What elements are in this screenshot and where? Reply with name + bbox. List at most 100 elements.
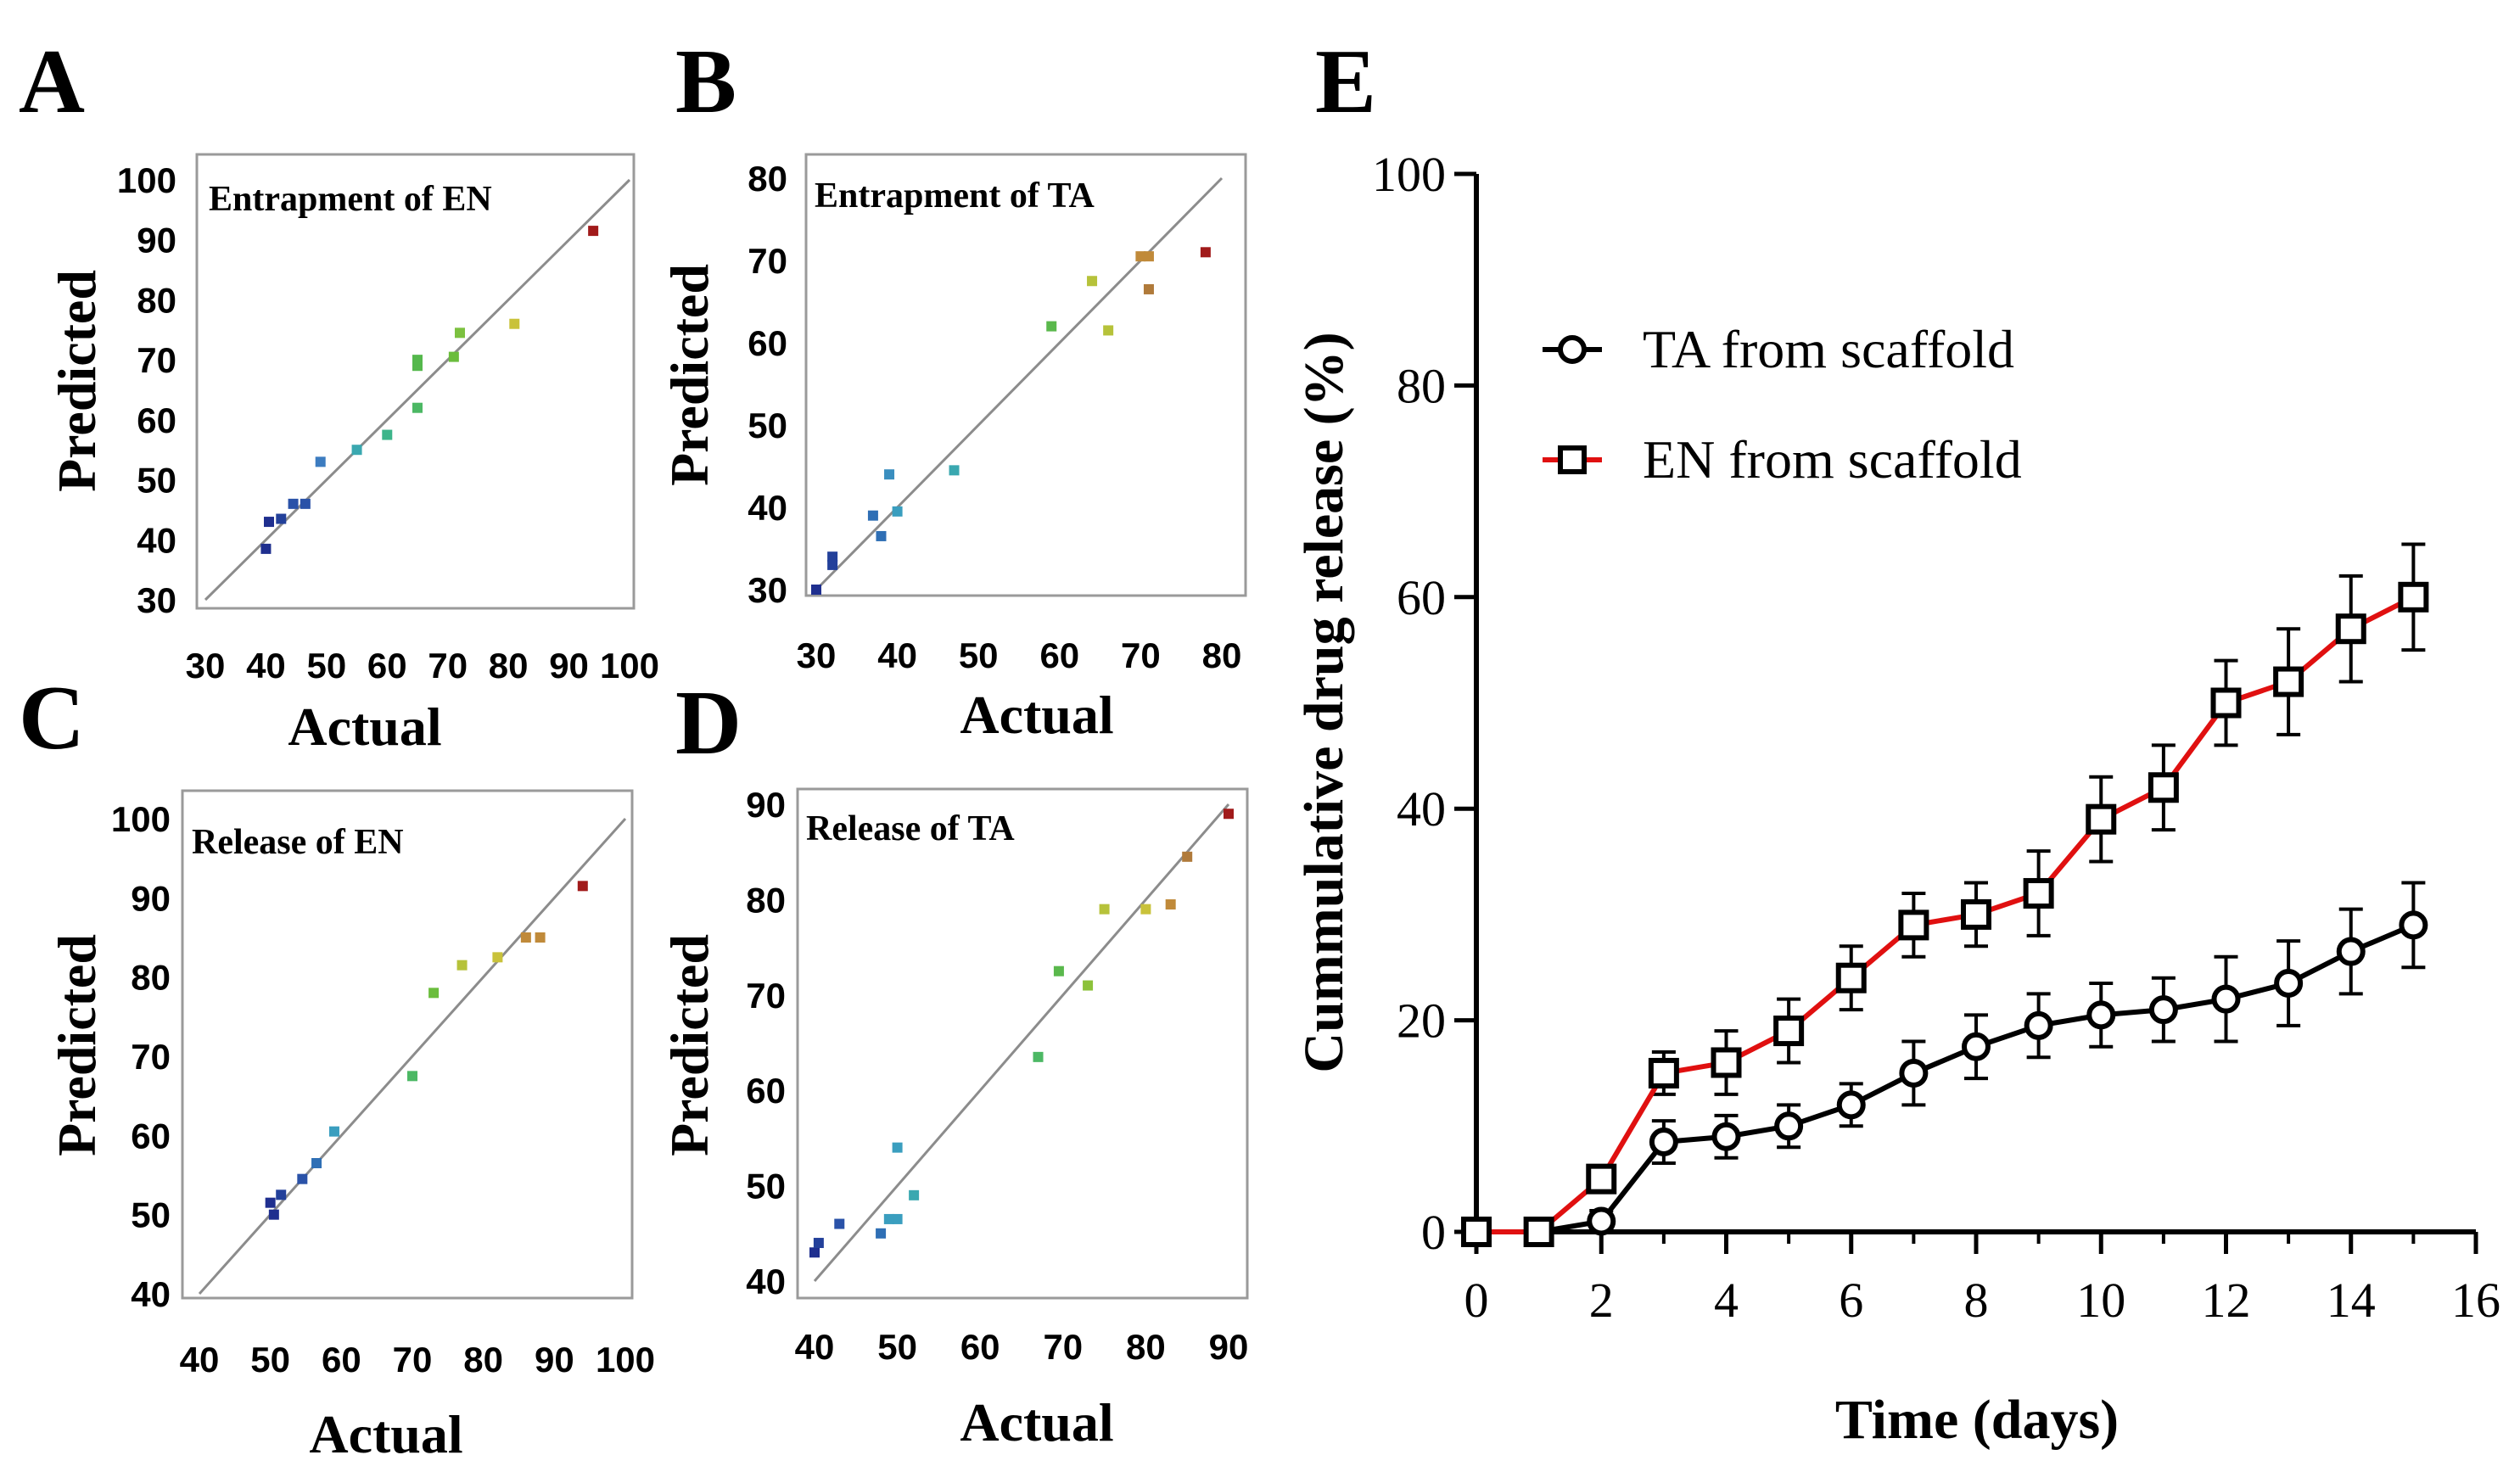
data-point-c-9	[492, 952, 503, 963]
x-tick-c-70: 70	[393, 1340, 433, 1379]
data-point-d-10	[1083, 980, 1094, 991]
reference-line-a	[204, 178, 631, 602]
data-point-en-12	[2210, 687, 2242, 719]
x-axis-label-b: Actual	[960, 685, 1113, 745]
y-axis-label-c: Predicted	[47, 934, 107, 1156]
plot-frame-a	[195, 153, 636, 610]
data-point-ta-2	[1587, 1206, 1616, 1236]
data-point-b-2	[827, 551, 838, 562]
data-point-c-0	[265, 1197, 276, 1208]
y-tick-a-30: 30	[137, 580, 176, 620]
data-point-ta-9	[2024, 1010, 2053, 1040]
data-point-c-7	[428, 988, 440, 999]
e-y-tick-40: 40	[1397, 781, 1446, 837]
data-point-en-1	[1523, 1217, 1554, 1247]
x-tick-c-100: 100	[596, 1340, 655, 1379]
data-point-en-7	[1898, 909, 1929, 941]
y-tick-a-50: 50	[137, 461, 176, 501]
data-point-en-10	[2086, 803, 2117, 835]
data-point-d-11	[1099, 904, 1110, 915]
data-point-en-13	[2273, 666, 2304, 697]
data-point-b-0	[811, 585, 821, 595]
data-point-a-6	[351, 445, 362, 456]
data-point-ta-10	[2086, 1000, 2116, 1030]
data-point-b-12	[1143, 251, 1154, 262]
data-point-b-3	[867, 510, 878, 521]
x-tick-d-80: 80	[1126, 1327, 1166, 1367]
y-axis-label-e: Cummulative drug release (%)	[1293, 332, 1355, 1072]
x-tick-a-40: 40	[246, 646, 286, 686]
e-x-tick-4: 4	[1714, 1273, 1739, 1328]
e-x-tick-12: 12	[2202, 1273, 2251, 1328]
data-point-en-4	[1711, 1047, 1742, 1078]
data-point-ta-15	[2399, 910, 2428, 940]
data-point-d-9	[1053, 965, 1064, 977]
panel-d: D Release of TA 40 50 60 70 80 90 40 50 60 70 80 90…	[659, 673, 1249, 1452]
y-tick-a-90: 90	[137, 221, 176, 260]
legend-label-ta: TA from scaffold	[1643, 319, 2014, 379]
y-tick-a-70: 70	[137, 340, 176, 380]
data-point-d-1	[813, 1238, 824, 1249]
x-tick-a-80: 80	[489, 646, 529, 686]
chart-title-d: Release of TA	[806, 809, 1015, 848]
x-tick-a-70: 70	[428, 646, 468, 686]
data-point-a-1	[264, 517, 274, 528]
y-tick-b-60: 60	[748, 323, 787, 363]
y-tick-a-60: 60	[137, 400, 176, 440]
x-tick-a-60: 60	[367, 646, 407, 686]
plot-frame-c	[181, 789, 634, 1300]
data-point-d-8	[1033, 1051, 1044, 1062]
y-tick-a-40: 40	[137, 520, 176, 560]
data-point-d-14	[1182, 851, 1193, 862]
panel-label-d: D	[675, 673, 742, 774]
data-point-en-9	[2023, 877, 2054, 909]
data-point-c-5	[328, 1126, 339, 1137]
data-point-b-6	[892, 506, 903, 517]
y-tick-c-90: 90	[131, 878, 171, 918]
e-x-tick-16: 16	[2451, 1273, 2500, 1328]
x-tick-c-50: 50	[250, 1340, 290, 1379]
x-tick-a-50: 50	[306, 646, 346, 686]
data-point-b-13	[1143, 283, 1154, 294]
data-point-b-7	[949, 465, 960, 476]
data-point-c-11	[535, 932, 546, 943]
data-point-a-13	[509, 318, 520, 329]
e-y-tick-100: 100	[1372, 147, 1446, 202]
data-point-ta-7	[1899, 1058, 1929, 1088]
data-point-b-14	[1200, 247, 1211, 258]
data-point-ta-12	[2211, 984, 2241, 1014]
data-point-d-0	[809, 1247, 820, 1258]
x-tick-d-70: 70	[1043, 1327, 1083, 1367]
data-point-d-15	[1224, 809, 1234, 820]
e-y-tick-20: 20	[1397, 993, 1446, 1049]
y-axis-label-d: Predicted	[659, 934, 720, 1156]
x-tick-b-70: 70	[1121, 635, 1161, 675]
x-tick-b-60: 60	[1039, 635, 1079, 675]
y-tick-d-40: 40	[746, 1262, 786, 1301]
data-point-d-5	[892, 1213, 903, 1224]
x-tick-c-80: 80	[463, 1340, 503, 1379]
data-point-a-14	[588, 226, 599, 237]
panel-b: B Entrapment of TA 30 40 50 60 70 80 30 40 50 60 7…	[659, 31, 1247, 745]
e-x-tick-10: 10	[2076, 1273, 2125, 1328]
y-tick-d-80: 80	[746, 880, 786, 920]
data-point-en-5	[1773, 1016, 1805, 1047]
y-tick-b-50: 50	[748, 406, 787, 445]
data-point-c-12	[577, 881, 588, 892]
legend-marker-en	[1558, 445, 1587, 474]
data-point-en-3	[1648, 1057, 1679, 1088]
data-point-c-10	[520, 932, 531, 943]
data-point-d-6	[892, 1142, 903, 1153]
data-point-ta-14	[2336, 937, 2366, 966]
chart-title-b: Entrapment of TA	[815, 176, 1095, 215]
data-point-ta-13	[2274, 968, 2304, 998]
x-tick-d-50: 50	[877, 1327, 917, 1367]
data-point-en-0	[1461, 1217, 1492, 1247]
x-axis-label-a: Actual	[288, 697, 441, 757]
series-line-en	[1476, 595, 2415, 1234]
reference-line-b	[815, 176, 1224, 591]
e-y-tick-0: 0	[1421, 1205, 1446, 1260]
data-point-en-8	[1961, 898, 1991, 930]
